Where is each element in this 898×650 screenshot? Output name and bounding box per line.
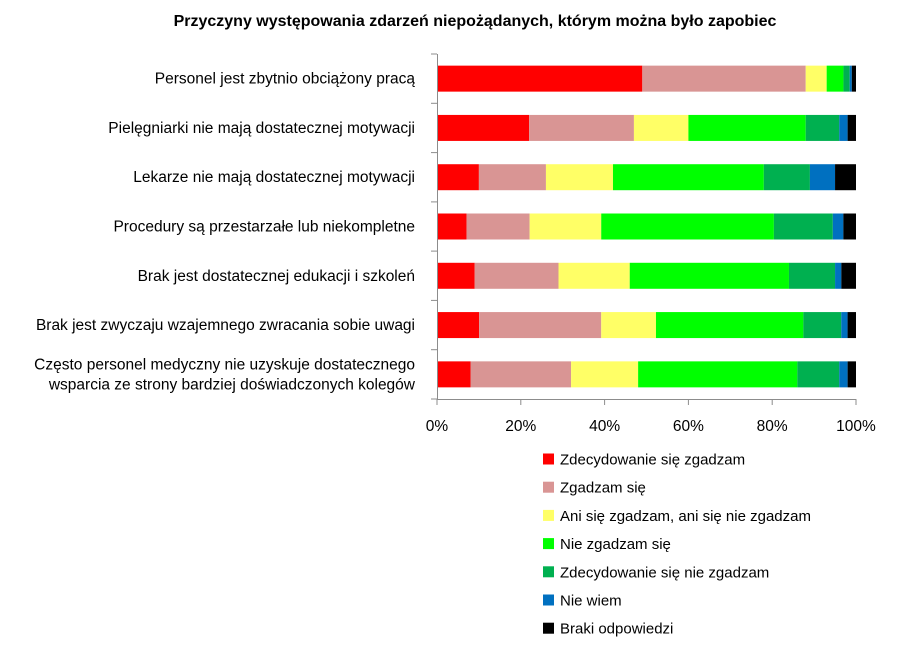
legend-label: Nie zgadzam się xyxy=(560,536,671,553)
bar-segment-2-7 xyxy=(847,114,856,141)
bar-segment-6-7 xyxy=(847,312,856,339)
bar-segment-4-7 xyxy=(843,213,856,240)
x-tick-label: 40% xyxy=(589,418,620,435)
bar-segment-3-2 xyxy=(478,164,546,191)
bar-segment-1-6 xyxy=(849,65,852,92)
bar-segment-5-3 xyxy=(558,262,630,289)
category-label-line: Często personel medyczny nie uzyskuje do… xyxy=(34,356,415,373)
x-tick-label: 80% xyxy=(757,418,788,435)
category-label-line: Brak jest dostatecznej edukacji i szkole… xyxy=(138,268,415,285)
bar-segment-7-2 xyxy=(470,361,572,388)
legend-label: Ani się zgadzam, ani się nie zgadzam xyxy=(560,508,811,525)
legend-swatch xyxy=(543,509,554,521)
tick-labels: 0% 20% 40% 60% 80% 100% xyxy=(426,418,876,435)
legend-swatch xyxy=(543,481,554,493)
category-label-line: Brak jest zwyczaju wzajemnego zwracania … xyxy=(36,317,415,334)
legend-swatch xyxy=(543,594,554,606)
bar-segment-4-2 xyxy=(466,213,530,240)
bar-segment-3-1 xyxy=(437,164,479,191)
bar-segment-7-4 xyxy=(638,361,798,388)
category-label: Pielęgniarki nie mają dostatecznej motyw… xyxy=(108,120,415,137)
bar-segment-1-7 xyxy=(851,65,856,92)
category-label: Personel jest zbytnio obciążony pracą xyxy=(155,71,416,88)
legend: Zdecydowanie się zgadzam Zgadzam się Ani s… xyxy=(543,452,811,638)
bar-segment-7-7 xyxy=(847,361,856,388)
legend-label: Zdecydowanie się nie zgadzam xyxy=(560,564,769,581)
legend-swatch xyxy=(543,453,554,465)
bar-segment-1-3 xyxy=(805,65,827,92)
bar-segment-5-6 xyxy=(835,262,842,289)
bar-segment-7-3 xyxy=(571,361,639,388)
bar-segment-2-1 xyxy=(437,114,530,141)
bar-segment-6-3 xyxy=(601,312,656,339)
bar-segment-6-4 xyxy=(655,312,804,339)
bar-segment-3-4 xyxy=(612,164,764,191)
bar-segment-5-2 xyxy=(474,262,559,289)
legend-label: Zdecydowanie się zgadzam xyxy=(560,452,745,469)
bar-segment-2-3 xyxy=(633,114,689,141)
chart-title: Przyczyny występowania zdarzeń niepożąda… xyxy=(174,13,777,30)
x-tick-label: 100% xyxy=(836,418,876,435)
bar-segment-4-5 xyxy=(773,213,833,240)
bar-segment-4-4 xyxy=(601,213,774,240)
bar-segment-2-4 xyxy=(688,114,806,141)
axis-group xyxy=(431,53,857,405)
legend-label: Braki odpowiedzi xyxy=(560,621,673,638)
bar-segment-6-6 xyxy=(841,312,848,339)
bar-segment-1-2 xyxy=(642,65,806,92)
bar-segment-3-3 xyxy=(545,164,613,191)
bar-segment-4-3 xyxy=(529,213,602,240)
category-label: Lekarze nie mają dostatecznej motywacji xyxy=(133,169,415,186)
bar-segment-6-1 xyxy=(437,312,480,339)
category-label-line: Pielęgniarki nie mają dostatecznej motyw… xyxy=(108,120,415,137)
bars-group xyxy=(437,65,856,388)
category-labels: Personel jest zbytnio obciążony pracą Pie… xyxy=(34,71,416,394)
bar-segment-5-4 xyxy=(629,262,789,289)
bar-segment-1-1 xyxy=(437,65,643,92)
legend-label: Zgadzam się xyxy=(560,480,646,497)
bar-segment-5-5 xyxy=(788,262,836,289)
bar-segment-2-2 xyxy=(529,114,634,141)
category-label-line: Lekarze nie mają dostatecznej motywacji xyxy=(133,169,415,186)
bar-segment-3-7 xyxy=(835,164,856,191)
bar-segment-5-7 xyxy=(841,262,856,289)
bar-segment-3-6 xyxy=(809,164,836,191)
x-tick-label: 20% xyxy=(505,418,536,435)
category-label: Brak jest zwyczaju wzajemnego zwracania … xyxy=(36,317,415,334)
bar-segment-4-6 xyxy=(832,213,844,240)
bar-segment-5-1 xyxy=(437,262,475,289)
bar-segment-6-2 xyxy=(479,312,602,339)
legend-swatch xyxy=(543,538,554,550)
bar-segment-2-5 xyxy=(805,114,840,141)
bar-segment-6-5 xyxy=(803,312,842,339)
legend-swatch xyxy=(543,622,554,634)
x-tick-label: 60% xyxy=(673,418,704,435)
bar-segment-7-5 xyxy=(797,361,840,388)
bar-segment-2-6 xyxy=(839,114,848,141)
x-tick-label: 0% xyxy=(426,418,449,435)
category-label-line: Procedury są przestarzałe lub niekomplet… xyxy=(113,219,415,236)
category-label: Procedury są przestarzałe lub niekomplet… xyxy=(113,219,415,236)
bar-segment-7-1 xyxy=(437,361,471,388)
bar-segment-1-4 xyxy=(826,65,844,92)
bar-segment-4-1 xyxy=(437,213,467,240)
category-label: Często personel medyczny nie uzyskuje do… xyxy=(34,356,416,393)
bar-segment-1-5 xyxy=(843,65,850,92)
bar-segment-7-6 xyxy=(839,361,848,388)
bar-segment-3-5 xyxy=(763,164,810,191)
legend-swatch xyxy=(543,566,554,578)
category-label-line: wsparcia ze strony bardziej doświadczony… xyxy=(48,376,416,393)
legend-label: Nie wiem xyxy=(560,593,622,610)
category-label: Brak jest dostatecznej edukacji i szkole… xyxy=(138,268,415,285)
category-label-line: Personel jest zbytnio obciążony pracą xyxy=(155,71,416,88)
